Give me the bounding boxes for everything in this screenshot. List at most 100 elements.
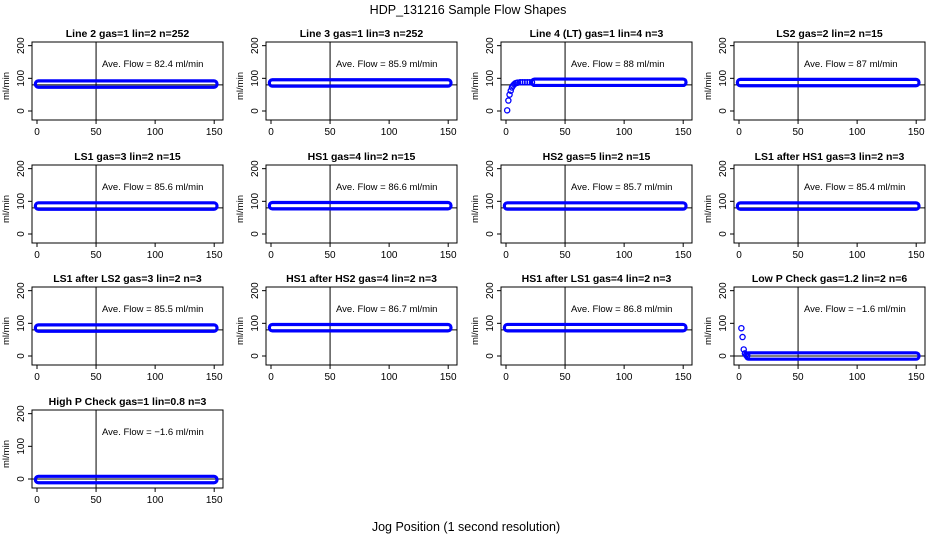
panel-title: HS1 after HS2 gas=4 lin=2 n=3 (286, 273, 437, 285)
panels: Line 2 gas=1 lin=2 n=252 0 50 100 150 0 100 200… (1, 28, 926, 506)
dense-data-points (267, 78, 453, 88)
x-tick-label: 50 (325, 127, 337, 138)
y-tick-label: 0 (16, 476, 27, 482)
dense-data-points (529, 77, 688, 88)
x-tick-label: 0 (503, 372, 509, 383)
panel-5: LS1 gas=3 lin=2 n=15 0 50 100 150 0 100 200 ml/m… (1, 151, 224, 261)
y-tick-label: 0 (718, 108, 729, 114)
y-tick-label: 200 (16, 160, 27, 177)
data-series (267, 200, 453, 211)
x-tick-label: 50 (560, 372, 572, 383)
data-series (502, 201, 688, 211)
panel-4: LS2 gas=2 lin=2 n=15 0 50 100 150 0 100 200 ml/m… (703, 28, 926, 138)
y-tick-label: 200 (485, 282, 496, 299)
x-tick-label: 100 (381, 250, 398, 261)
data-series (33, 79, 219, 89)
data-point (503, 107, 511, 114)
y-axis-label: ml/min (470, 195, 481, 223)
average-flow-annotation: Ave. Flow = 88 ml/min (571, 59, 665, 70)
average-flow-annotation: Ave. Flow = 85.4 ml/min (804, 182, 905, 193)
data-series (735, 77, 921, 88)
x-tick-label: 50 (91, 495, 103, 506)
y-axis-label: ml/min (703, 72, 714, 100)
x-tick-label: 100 (616, 250, 633, 261)
average-flow-annotation: Ave. Flow = 86.6 ml/min (336, 182, 437, 193)
y-axis-label: ml/min (470, 72, 481, 100)
x-tick-label: 100 (147, 127, 164, 138)
x-tick-label: 0 (268, 372, 274, 383)
data-series (33, 323, 219, 333)
x-tick-label: 150 (908, 127, 925, 138)
data-series (33, 201, 219, 211)
x-tick-label: 50 (793, 250, 805, 261)
dense-data-points (33, 323, 219, 333)
x-tick-label: 150 (675, 372, 692, 383)
y-tick-label: 0 (250, 231, 261, 237)
panel-title: HS1 after LS1 gas=4 lin=2 n=3 (522, 273, 672, 285)
x-tick-label: 50 (91, 250, 103, 261)
x-tick-label: 0 (34, 372, 40, 383)
panel-title: LS1 after LS2 gas=3 lin=2 n=3 (53, 273, 202, 285)
average-flow-annotation: Ave. Flow = 85.5 ml/min (102, 304, 203, 315)
x-tick-label: 0 (268, 250, 274, 261)
x-tick-label: 50 (793, 127, 805, 138)
panel-7: HS2 gas=5 lin=2 n=15 0 50 100 150 0 100 200 ml/m… (470, 151, 693, 261)
x-tick-label: 150 (440, 250, 457, 261)
dense-data-points (735, 77, 921, 88)
x-tick-label: 0 (503, 250, 509, 261)
x-tick-label: 100 (849, 250, 866, 261)
plot-frame (31, 286, 224, 366)
y-tick-label: 0 (485, 231, 496, 237)
dense-data-points (33, 474, 219, 485)
y-tick-label: 100 (485, 315, 496, 332)
x-tick-label: 0 (34, 495, 40, 506)
panel-2: Line 3 gas=1 lin=3 n=252 0 50 100 150 0 100 200… (235, 28, 458, 138)
plot-frame (31, 409, 224, 489)
dense-data-points (33, 201, 219, 211)
y-axis-label: ml/min (235, 317, 246, 345)
x-tick-label: 150 (206, 250, 223, 261)
y-axis-label: ml/min (1, 317, 12, 345)
panel-10: HS1 after HS2 gas=4 lin=2 n=3 0 50 100 150 0 1… (235, 273, 458, 383)
panel-3: Line 4 (LT) gas=1 lin=4 n=3 0 50 100 150 0 100… (470, 28, 693, 138)
y-tick-label: 200 (718, 160, 729, 177)
x-tick-label: 50 (91, 372, 103, 383)
x-tick-label: 150 (675, 127, 692, 138)
x-tick-label: 100 (147, 495, 164, 506)
plot-frame (265, 286, 458, 366)
panel-title: LS1 after HS1 gas=3 lin=2 n=3 (755, 151, 905, 163)
dense-data-points (267, 322, 453, 333)
y-axis-label: ml/min (470, 317, 481, 345)
panel-12: Low P Check gas=1.2 lin=2 n=6 0 50 100 150 0 1… (703, 273, 926, 383)
x-tick-label: 0 (34, 250, 40, 261)
dense-data-points (735, 201, 921, 211)
y-tick-label: 100 (485, 70, 496, 87)
y-axis-label: ml/min (1, 195, 12, 223)
x-tick-label: 50 (325, 372, 337, 383)
panel-6: HS1 gas=4 lin=2 n=15 0 50 100 150 0 100 200 ml/m… (235, 151, 458, 261)
y-axis-label: ml/min (703, 195, 714, 223)
panel-1: Line 2 gas=1 lin=2 n=252 0 50 100 150 0 100 200… (1, 28, 224, 138)
dense-data-points (33, 79, 219, 89)
data-point (506, 91, 513, 98)
panel-title: High P Check gas=1 lin=0.8 n=3 (49, 396, 207, 408)
panel-title: Low P Check gas=1.2 lin=2 n=6 (752, 273, 907, 285)
data-point (739, 333, 746, 341)
y-axis-label: ml/min (1, 72, 12, 100)
y-tick-label: 200 (250, 37, 261, 54)
y-tick-label: 100 (16, 193, 27, 210)
panel-title: HS2 gas=5 lin=2 n=15 (543, 151, 651, 163)
x-tick-label: 150 (206, 372, 223, 383)
plot-frame (31, 164, 224, 244)
data-point (740, 346, 747, 353)
y-tick-label: 100 (16, 438, 27, 455)
dense-data-points (267, 200, 453, 211)
plot-frame (500, 164, 693, 244)
y-tick-label: 200 (250, 160, 261, 177)
y-tick-label: 100 (718, 70, 729, 87)
plot-frame (265, 41, 458, 121)
y-tick-label: 100 (250, 315, 261, 332)
y-tick-label: 200 (16, 282, 27, 299)
data-point (505, 97, 512, 104)
